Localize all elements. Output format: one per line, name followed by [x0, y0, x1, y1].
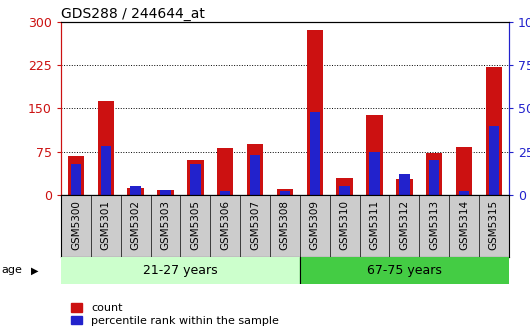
- Text: GSM5312: GSM5312: [399, 200, 409, 250]
- Text: GSM5315: GSM5315: [489, 200, 499, 250]
- Bar: [187, 160, 204, 195]
- Bar: [250, 155, 260, 195]
- Legend: count, percentile rank within the sample: count, percentile rank within the sample: [66, 299, 283, 330]
- Bar: [101, 146, 111, 195]
- Bar: [300, 257, 509, 284]
- Text: GSM5301: GSM5301: [101, 200, 111, 250]
- Bar: [459, 192, 469, 195]
- Bar: [98, 101, 114, 195]
- Text: ▶: ▶: [31, 265, 38, 276]
- Bar: [396, 179, 412, 195]
- Text: GSM5313: GSM5313: [429, 200, 439, 250]
- Bar: [429, 160, 439, 195]
- Text: age: age: [2, 265, 22, 276]
- Bar: [157, 190, 174, 195]
- Bar: [61, 257, 300, 284]
- Bar: [130, 186, 141, 195]
- Text: GSM5309: GSM5309: [310, 200, 320, 250]
- Bar: [337, 177, 353, 195]
- Text: GSM5305: GSM5305: [190, 200, 200, 250]
- Bar: [70, 164, 81, 195]
- Text: GSM5314: GSM5314: [459, 200, 469, 250]
- Bar: [310, 112, 320, 195]
- Bar: [485, 67, 502, 195]
- Text: GSM5303: GSM5303: [161, 200, 171, 250]
- Bar: [127, 188, 144, 195]
- Text: GSM5302: GSM5302: [130, 200, 140, 250]
- Bar: [68, 156, 84, 195]
- Bar: [339, 186, 350, 195]
- Bar: [426, 153, 443, 195]
- Text: GSM5311: GSM5311: [369, 200, 379, 250]
- Bar: [306, 31, 323, 195]
- Bar: [220, 192, 231, 195]
- Bar: [366, 115, 383, 195]
- Text: GSM5308: GSM5308: [280, 200, 290, 250]
- Text: 21-27 years: 21-27 years: [143, 264, 218, 277]
- Text: GSM5306: GSM5306: [220, 200, 230, 250]
- Bar: [190, 164, 200, 195]
- Text: GSM5310: GSM5310: [340, 200, 350, 250]
- Bar: [160, 190, 171, 195]
- Bar: [277, 189, 293, 195]
- Text: GSM5300: GSM5300: [71, 200, 81, 250]
- Text: GDS288 / 244644_at: GDS288 / 244644_at: [61, 7, 205, 21]
- Bar: [280, 192, 290, 195]
- Bar: [369, 152, 379, 195]
- Text: 67-75 years: 67-75 years: [367, 264, 441, 277]
- Bar: [456, 147, 472, 195]
- Bar: [217, 148, 233, 195]
- Text: GSM5307: GSM5307: [250, 200, 260, 250]
- Bar: [489, 126, 499, 195]
- Bar: [247, 144, 263, 195]
- Bar: [399, 174, 410, 195]
